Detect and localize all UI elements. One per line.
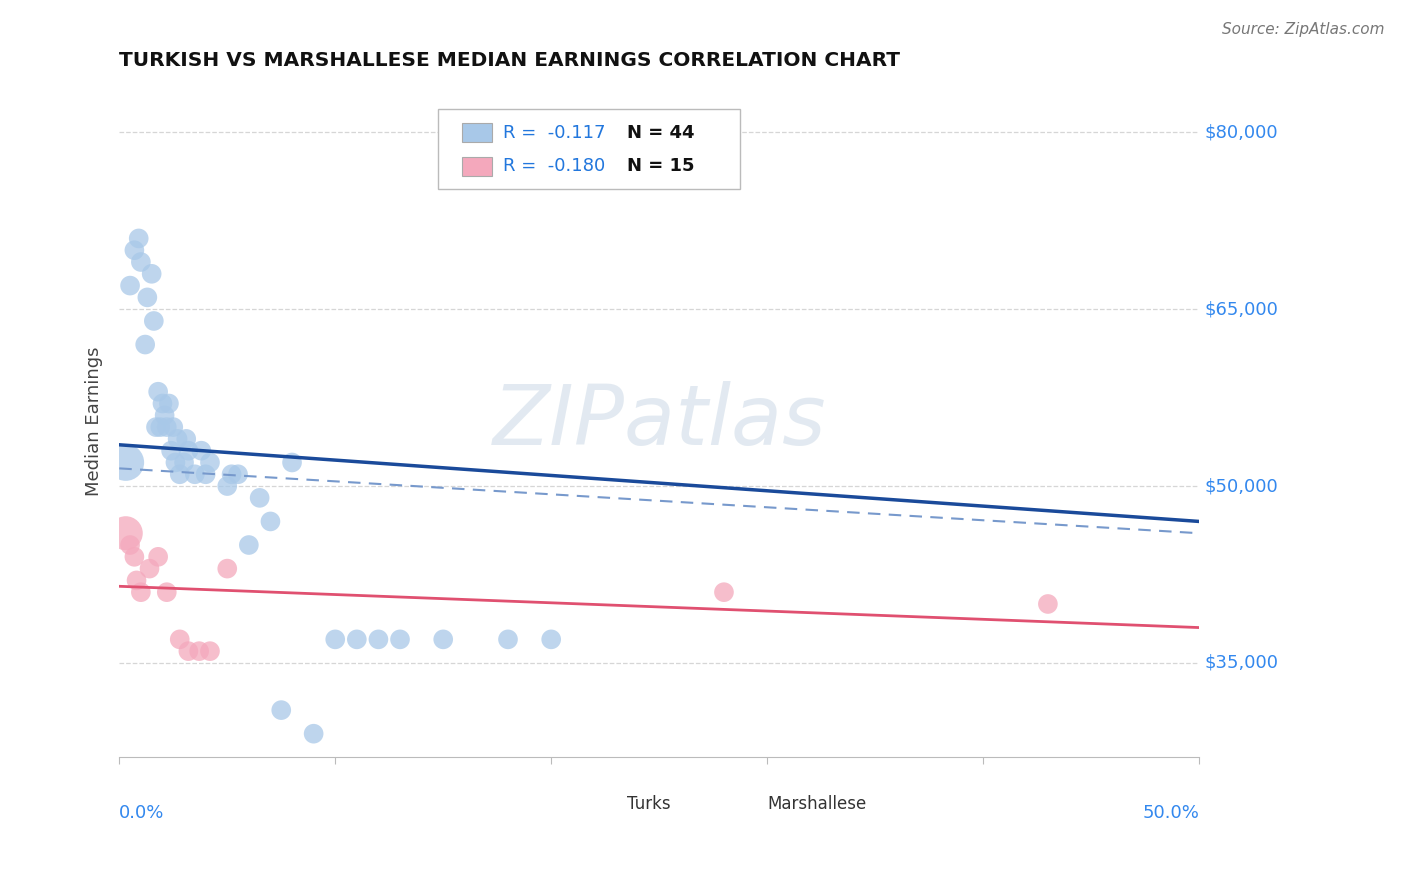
Point [1036,597,1059,611]
Point [166,432,188,446]
Point [221,467,243,482]
Point [302,727,325,741]
Point [177,644,200,658]
Point [138,561,160,575]
Point [389,632,412,647]
Point [120,278,142,293]
Text: N = 44: N = 44 [627,124,695,142]
Text: R =  -0.180: R = -0.180 [502,158,605,176]
Point [238,538,260,552]
Point [173,455,195,469]
Point [142,314,165,328]
Point [194,467,217,482]
Point [188,644,211,658]
Point [281,455,304,469]
Point [177,443,200,458]
Point [367,632,389,647]
Point [141,267,163,281]
Point [136,290,159,304]
Point [156,585,179,599]
Point [157,396,180,410]
Point [134,337,156,351]
Point [124,549,146,564]
Point [160,443,183,458]
Point [432,632,454,647]
Point [323,632,346,647]
Point [217,561,239,575]
Text: $35,000: $35,000 [1205,654,1278,672]
Point [217,479,239,493]
Point [184,467,207,482]
Point [128,231,150,245]
Point [249,491,271,505]
Point [149,420,172,434]
Point [540,632,562,647]
Text: 50.0%: 50.0% [1142,805,1199,822]
Point [162,420,184,434]
Point [153,409,176,423]
FancyBboxPatch shape [461,123,492,142]
Text: Turks: Turks [627,796,671,814]
Point [120,538,142,552]
Text: N = 15: N = 15 [627,158,695,176]
Point [129,585,152,599]
Point [259,515,281,529]
Point [190,443,212,458]
Point [129,255,152,269]
Point [152,396,174,410]
Y-axis label: Median Earnings: Median Earnings [86,346,103,496]
Point [145,420,167,434]
Point [146,384,169,399]
Point [165,455,187,469]
Point [114,455,136,469]
Text: R =  -0.117: R = -0.117 [502,124,605,142]
FancyBboxPatch shape [461,157,492,176]
Point [346,632,368,647]
Point [270,703,292,717]
Point [169,467,191,482]
Point [198,644,221,658]
Text: ZIPatlas: ZIPatlas [492,381,825,462]
Point [496,632,519,647]
Text: $65,000: $65,000 [1205,301,1278,318]
Text: $50,000: $50,000 [1205,477,1278,495]
Point [114,526,136,541]
Text: Marshallese: Marshallese [768,796,866,814]
FancyBboxPatch shape [437,109,740,189]
FancyBboxPatch shape [595,797,619,811]
Point [125,574,148,588]
Text: TURKISH VS MARSHALLESE MEDIAN EARNINGS CORRELATION CHART: TURKISH VS MARSHALLESE MEDIAN EARNINGS C… [120,51,900,70]
Point [226,467,249,482]
Text: Source: ZipAtlas.com: Source: ZipAtlas.com [1222,22,1385,37]
Point [124,244,146,258]
Point [146,549,169,564]
Point [156,420,179,434]
FancyBboxPatch shape [735,797,758,811]
Point [198,455,221,469]
Point [169,632,191,647]
Text: 0.0%: 0.0% [120,805,165,822]
Point [713,585,735,599]
Text: $80,000: $80,000 [1205,123,1278,141]
Point [174,432,197,446]
